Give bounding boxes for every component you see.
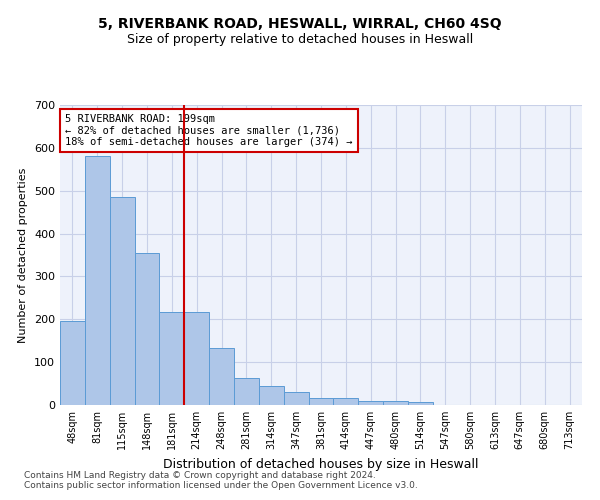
Bar xyxy=(85,156,110,405)
Bar xyxy=(308,398,334,405)
Text: Size of property relative to detached houses in Heswall: Size of property relative to detached ho… xyxy=(127,32,473,46)
Text: 5, RIVERBANK ROAD, HESWALL, WIRRAL, CH60 4SQ: 5, RIVERBANK ROAD, HESWALL, WIRRAL, CH60… xyxy=(98,18,502,32)
Bar xyxy=(383,400,408,405)
Text: Contains HM Land Registry data © Crown copyright and database right 2024.: Contains HM Land Registry data © Crown c… xyxy=(24,471,376,480)
Bar xyxy=(358,400,383,405)
Bar xyxy=(408,402,433,405)
Bar xyxy=(184,312,209,405)
Bar xyxy=(334,398,358,405)
Bar xyxy=(134,253,160,405)
Bar xyxy=(234,378,259,405)
Bar xyxy=(60,321,85,405)
Text: Contains public sector information licensed under the Open Government Licence v3: Contains public sector information licen… xyxy=(24,481,418,490)
Bar xyxy=(284,392,308,405)
X-axis label: Distribution of detached houses by size in Heswall: Distribution of detached houses by size … xyxy=(163,458,479,470)
Y-axis label: Number of detached properties: Number of detached properties xyxy=(19,168,28,342)
Bar xyxy=(259,386,284,405)
Text: 5 RIVERBANK ROAD: 199sqm
← 82% of detached houses are smaller (1,736)
18% of sem: 5 RIVERBANK ROAD: 199sqm ← 82% of detach… xyxy=(65,114,353,147)
Bar xyxy=(209,348,234,405)
Bar xyxy=(110,196,134,405)
Bar xyxy=(160,312,184,405)
